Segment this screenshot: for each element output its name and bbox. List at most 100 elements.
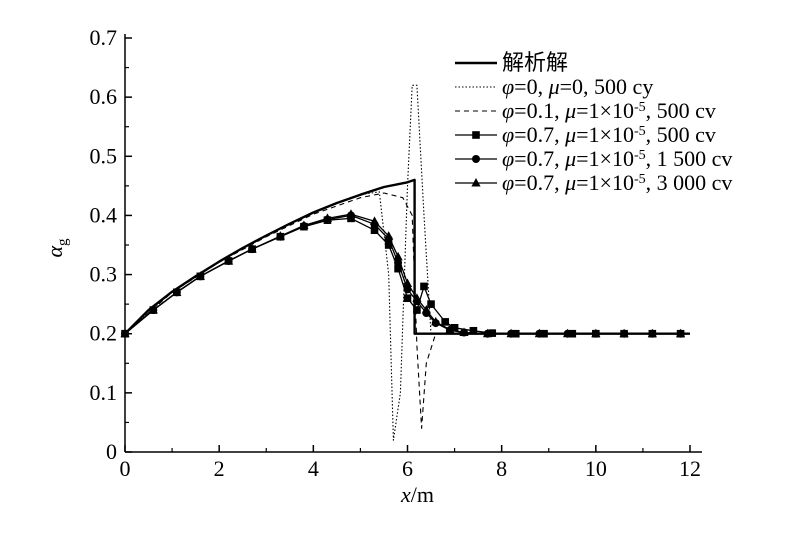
y-tick-label: 0.4 xyxy=(90,202,118,227)
legend-label: φ=0.7, μ=1×10-5, 500 cv xyxy=(502,122,716,147)
legend-label-part: , 500 cv xyxy=(646,98,716,123)
triangle-marker xyxy=(195,271,205,280)
legend-label-part: =0.7, xyxy=(514,122,565,147)
square-marker xyxy=(441,318,449,326)
series-3 xyxy=(124,192,681,429)
series-line xyxy=(124,192,681,429)
x-tick-label: 12 xyxy=(679,456,701,481)
x-axis-label-unit: /m xyxy=(411,482,434,507)
x-tick-label: 8 xyxy=(496,456,507,481)
x-axis-label-var: x xyxy=(400,482,411,507)
legend-label-part: μ xyxy=(564,170,576,195)
circle-marker xyxy=(472,155,480,163)
square-marker xyxy=(427,300,435,308)
triangle-marker xyxy=(445,324,455,334)
triangle-marker xyxy=(322,213,333,222)
y-tick-label: 0.2 xyxy=(90,321,118,346)
legend-label-part: μ xyxy=(564,146,576,171)
square-marker xyxy=(420,282,428,291)
triangle-marker xyxy=(346,209,356,218)
triangle-marker xyxy=(647,328,657,338)
series-1 xyxy=(124,178,690,335)
legend-label-part: =1×10 xyxy=(576,98,634,123)
y-tick-label: 0.7 xyxy=(90,25,118,50)
legend-label: 解析解 xyxy=(502,50,568,75)
legend-label-part: =1×10 xyxy=(576,146,634,171)
legend-label-part: =0, xyxy=(514,74,548,99)
legend-label-part: φ xyxy=(502,122,514,147)
legend-label-part: =0.7, xyxy=(514,170,565,195)
x-tick-label: 6 xyxy=(402,456,413,481)
triangle-marker xyxy=(431,316,441,326)
x-ticks: 0 2 4 6 8 10 12 xyxy=(120,445,701,481)
legend-label-part: φ xyxy=(502,98,514,123)
triangle-marker xyxy=(675,328,686,338)
triangle-marker xyxy=(506,328,516,338)
legend-label-part: -5 xyxy=(634,148,646,163)
legend-label-part: =1×10 xyxy=(576,122,634,147)
legend-label-part: =0, 500 cy xyxy=(560,74,654,99)
legend-label: φ=0.7, μ=1×10-5, 3 000 cv xyxy=(502,170,732,195)
triangle-marker xyxy=(412,293,422,302)
triangle-marker xyxy=(148,305,158,314)
legend-label: φ=0.7, μ=1×10-5, 1 500 cv xyxy=(502,146,732,171)
legend-label: φ=0, μ=0, 500 cy xyxy=(502,74,653,99)
triangle-marker xyxy=(591,328,601,338)
x-axis-label: x/m xyxy=(400,482,434,507)
y-tick-label: 0.6 xyxy=(90,84,118,109)
triangle-marker xyxy=(562,328,573,338)
triangle-marker xyxy=(275,231,285,240)
square-marker xyxy=(472,131,480,139)
legend-label-part: φ xyxy=(502,74,514,99)
triangle-marker xyxy=(247,244,257,253)
legend-label-part: =0.1, xyxy=(514,98,565,123)
triangle-marker xyxy=(172,287,182,296)
series-line xyxy=(124,214,681,335)
legend-label-part: -5 xyxy=(634,100,646,115)
triangle-marker xyxy=(482,328,493,338)
triangle-marker xyxy=(223,255,234,265)
triangle-marker xyxy=(471,178,481,187)
triangle-marker xyxy=(534,328,544,338)
square-marker xyxy=(394,264,402,273)
triangle-marker xyxy=(393,251,403,261)
triangle-marker xyxy=(369,216,380,225)
triangle-marker xyxy=(421,305,431,314)
series-line xyxy=(124,178,690,335)
square-marker xyxy=(384,241,393,249)
legend-label-part: μ xyxy=(564,98,576,123)
legend-label-part: , 500 cv xyxy=(646,122,716,147)
triangle-marker xyxy=(402,278,413,287)
legend-label-part: μ xyxy=(548,74,560,99)
y-tick-label: 0.1 xyxy=(90,380,118,405)
legend-label-part: -5 xyxy=(634,124,646,139)
y-axis-label-var: α xyxy=(42,246,67,258)
legend-label-part: =0.7, xyxy=(514,146,565,171)
x-tick-label: 2 xyxy=(214,456,225,481)
triangle-marker xyxy=(459,327,469,337)
y-axis-label: αg xyxy=(42,238,71,258)
square-marker xyxy=(370,226,379,235)
triangle-marker xyxy=(299,220,309,229)
x-tick-label: 0 xyxy=(120,456,131,481)
legend-label-part: φ xyxy=(502,146,514,171)
y-axis-label-sub: g xyxy=(55,238,71,246)
series-layer xyxy=(120,84,690,441)
legend-label: φ=0.1, μ=1×10-5, 500 cv xyxy=(502,98,716,123)
series-6 xyxy=(120,209,686,338)
square-marker xyxy=(469,326,478,335)
x-tick-label: 4 xyxy=(308,456,319,481)
legend-label-part: -5 xyxy=(634,172,646,187)
x-tick-label: 10 xyxy=(585,456,607,481)
square-marker xyxy=(413,306,421,314)
square-marker xyxy=(450,324,459,332)
triangle-marker xyxy=(619,328,629,338)
y-ticks: 0 0.1 0.2 0.3 0.4 0.5 0.6 0.7 xyxy=(90,25,132,464)
axes: 0 2 4 6 8 10 12 0 0.1 0.2 0.3 0.4 0.5 0.6 0.7 x/m αg xyxy=(42,25,702,507)
y-tick-label: 0 xyxy=(106,439,117,464)
legend-label-part: , 3 000 cv xyxy=(646,170,733,195)
triangle-marker xyxy=(384,231,394,240)
y-tick-label: 0.3 xyxy=(90,262,118,287)
